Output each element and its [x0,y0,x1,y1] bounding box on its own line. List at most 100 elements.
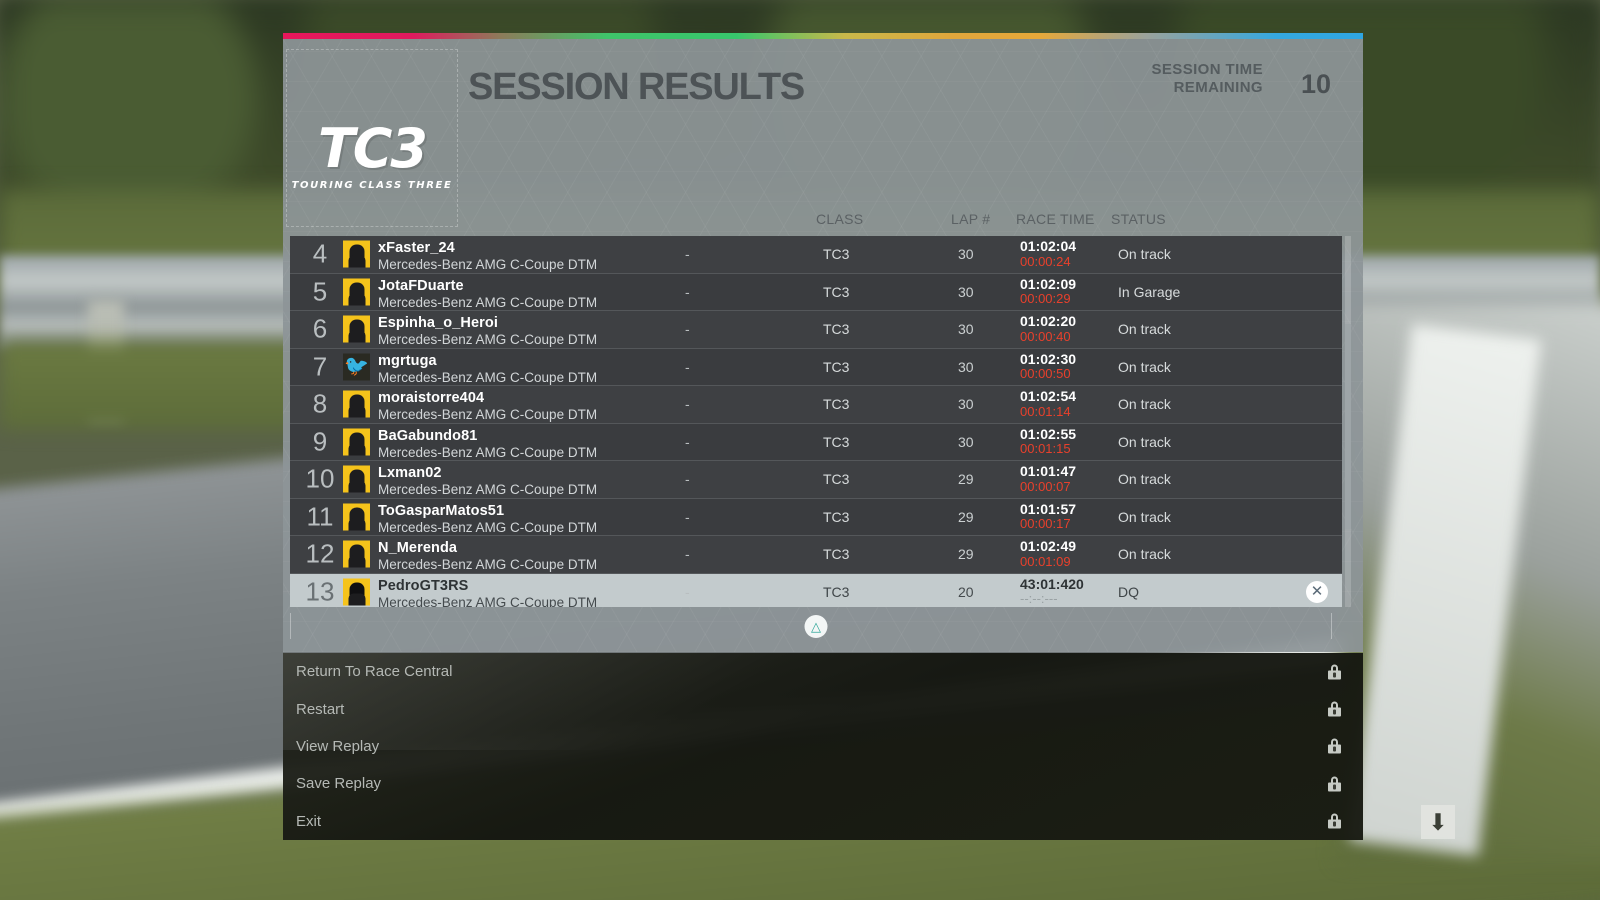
race-time-value: 01:02:49 [1020,538,1077,554]
cell-class: TC3 [823,583,850,600]
cell-lap: 20 [958,583,974,600]
race-time-gap: 00:00:50 [1020,366,1071,382]
table-row[interactable]: 4 xFaster_24 Mercedes-Benz AMG C-Coupe DTM… [290,236,1342,274]
driver-name: JotaFDuarte [378,277,464,294]
cell-race-time: 01:01:57 00:00:17 [1020,501,1076,532]
driver-car: Mercedes-Benz AMG C-Coupe DTM [378,407,598,422]
lock-icon [1328,776,1341,792]
table-row[interactable]: 9 BaGabundo81 Mercedes-Benz AMG C-Coupe DT… [290,423,1342,461]
menu-item-label: Restart [296,700,345,718]
cell-race-time: 01:01:47 00:00:07 [1020,463,1076,494]
table-row[interactable]: 6 Espinha_o_Heroi Mercedes-Benz AMG C-Coup… [290,311,1342,349]
class-logo-frame: TC3 TOURING CLASS THREE [286,49,458,227]
cell-dash: - [685,471,690,488]
download-icon: ⬇ [1421,805,1455,839]
driver-car: Mercedes-Benz AMG C-Coupe DTM [378,557,598,572]
driver-car: Mercedes-Benz AMG C-Coupe DTM [378,332,598,347]
race-time-gap: 00:00:40 [1020,328,1071,344]
driver-info: JotaFDuarte Mercedes-Benz AMG C-Coupe DTM [378,278,597,310]
eagle-glyph: 🐦 [344,355,369,378]
cell-status: On track [1118,508,1171,525]
driver-name: xFaster_24 [378,240,455,256]
panel-footer: △ [290,607,1342,652]
panel-header: TC3 TOURING CLASS THREE SESSION RESULTS … [283,39,1363,227]
column-header-lap: LAP # [951,211,991,227]
menu-item-return-to-race-central[interactable]: Return To Race Central [283,653,1363,690]
results-scrollbar-thumb[interactable] [1345,324,1351,529]
driver-info: xFaster_24 Mercedes-Benz AMG C-Coupe DTM [378,240,597,272]
driver-car: Mercedes-Benz AMG C-Coupe DTM [378,294,598,310]
driver-info: mgrtuga Mercedes-Benz AMG C-Coupe DTM [378,353,597,385]
results-scrollbar-track[interactable] [1345,236,1351,607]
session-time-label-line1: SESSION TIME [1151,61,1263,78]
menu-item-restart[interactable]: Restart [283,690,1363,727]
driver-silhouette [348,582,365,606]
driver-silhouette [348,469,365,493]
cell-status: On track [1118,433,1171,450]
race-time-value: 43:01:420 [1020,575,1084,592]
driver-silhouette [348,319,365,343]
cell-class: TC3 [823,433,850,450]
driver-car: Mercedes-Benz AMG C-Coupe DTM [378,444,598,460]
driver-info: BaGabundo81 Mercedes-Benz AMG C-Coupe DTM [378,428,597,460]
cell-status: In Garage [1118,283,1181,300]
cell-race-time: 01:02:30 00:00:50 [1020,351,1076,382]
menu-item-label: Exit [296,812,322,830]
footer-tick-left [290,613,291,639]
cell-lap: 30 [958,358,974,375]
driver-avatar-yellow [343,390,370,418]
menu-item-save-replay[interactable]: Save Replay [283,765,1363,802]
playstation-triangle-icon[interactable]: △ [804,615,828,638]
cell-class: TC3 [823,321,850,338]
driver-silhouette [348,394,365,418]
table-row[interactable]: 10 Lxman02 Mercedes-Benz AMG C-Coupe DTM - T… [290,461,1342,499]
table-row[interactable]: 5 JotaFDuarte Mercedes-Benz AMG C-Coupe DT… [290,273,1342,311]
driver-car: Mercedes-Benz AMG C-Coupe DTM [378,482,598,497]
driver-info: ToGasparMatos51 Mercedes-Benz AMG C-Coupe… [378,503,597,535]
menu-item-exit[interactable]: Exit [283,803,1363,840]
cell-status: On track [1118,246,1171,263]
cell-status: On track [1118,546,1171,563]
lock-icon [1328,813,1341,829]
driver-info: PedroGT3RS Mercedes-Benz AMG C-Coupe DTM [378,578,597,608]
cell-status: DQ [1118,583,1139,600]
position-number: 8 [312,388,328,419]
driver-name: Espinha_o_Heroi [378,315,498,331]
cell-status: On track [1118,321,1171,338]
table-row[interactable]: 12 N_Merenda Mercedes-Benz AMG C-Coupe DTM… [290,536,1342,574]
driver-silhouette [348,544,365,568]
table-row[interactable]: 11 ToGasparMatos51 Mercedes-Benz AMG C-Cou… [290,498,1342,536]
position-number: 12 [305,538,335,569]
table-row[interactable]: 13 PedroGT3RS Mercedes-Benz AMG C-Coupe DT… [290,573,1342,608]
menu-item-view-replay[interactable]: View Replay [283,728,1363,765]
driver-info: Lxman02 Mercedes-Benz AMG C-Coupe DTM [378,465,597,497]
cell-dash: - [685,583,690,600]
driver-car: Mercedes-Benz AMG C-Coupe DTM [378,594,598,608]
driver-silhouette [348,244,365,268]
driver-name: PedroGT3RS [378,577,469,594]
footer-tick-right [1331,613,1332,639]
position-number: 7 [312,351,328,382]
driver-avatar-yellow [343,278,370,306]
position-number: 11 [306,501,334,532]
table-row[interactable]: 8 moraistorre404 Mercedes-Benz AMG C-Coupe… [290,386,1342,424]
class-logo-text: TC3 [317,117,428,180]
cell-dash: - [685,246,690,263]
race-time-gap: 00:01:14 [1020,403,1071,419]
driver-avatar-yellow [343,240,370,268]
driver-info: Espinha_o_Heroi Mercedes-Benz AMG C-Coupe… [378,315,597,347]
driver-silhouette [348,282,365,306]
pause-menu[interactable]: Return To Race Central Restart View Replay… [283,653,1363,840]
class-logo: TC3 TOURING CLASS THREE [287,117,457,192]
close-icon[interactable]: ✕ [1306,580,1328,603]
position-number: 13 [305,576,335,607]
driver-avatar-yellow [343,428,370,456]
cell-status: On track [1118,358,1171,375]
position-number: 10 [305,463,335,494]
results-table[interactable]: 4 xFaster_24 Mercedes-Benz AMG C-Coupe DTM… [290,236,1342,607]
menu-item-label: Return To Race Central [296,663,453,681]
cell-dash: - [685,396,690,413]
table-row[interactable]: 7 🐦 mgrtuga Mercedes-Benz AMG C-Coupe DTM - T… [290,348,1342,386]
cell-class: TC3 [823,246,850,263]
cell-race-time: 01:02:04 00:00:24 [1020,238,1076,269]
